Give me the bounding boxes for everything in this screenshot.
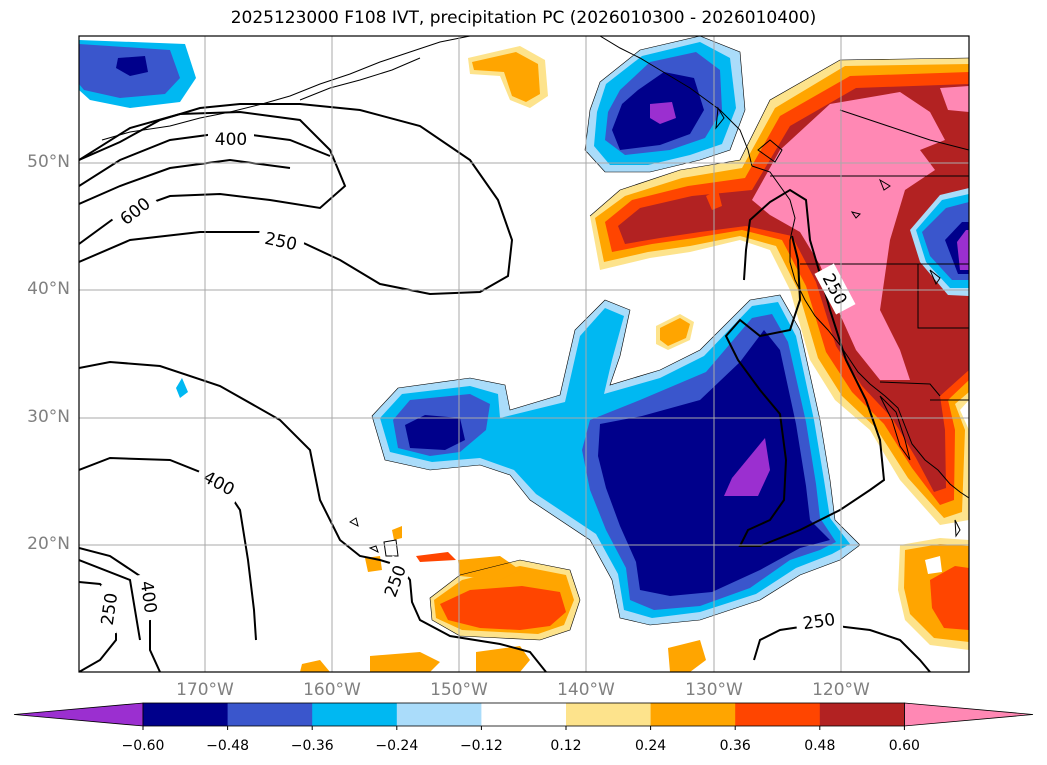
colorbar-tick-label: −0.60 [121, 738, 165, 754]
lon-label-120w: 120°W [812, 680, 870, 700]
colorbar-tick-label: −0.48 [206, 738, 250, 754]
chart-title: 2025123000 F108 IVT, precipitation PC (2… [230, 8, 817, 28]
colorbar-tick-label: 0.36 [719, 738, 751, 754]
colorbar-tick-label: 0.60 [888, 738, 920, 754]
colorbar-tick-label: 0.48 [804, 738, 836, 754]
colorbar-tick-label: −0.24 [375, 738, 419, 754]
contour-label: 250 [802, 610, 837, 634]
lon-label-160w: 160°W [303, 680, 361, 700]
coastlines [101, 36, 969, 557]
lon-label-170w: 170°W [176, 680, 234, 700]
lat-label-20n: 20°N [27, 534, 70, 554]
precipitation-fill-layer [79, 36, 969, 672]
lat-label-40n: 40°N [27, 279, 70, 299]
ivt-contours [79, 103, 931, 672]
lon-label-130w: 130°W [685, 680, 743, 700]
colorbar-tick-label: 0.24 [635, 738, 667, 754]
colorbar-tick-label: −0.36 [290, 738, 334, 754]
contour-label: 250 [98, 592, 122, 627]
contour-label: 400 [136, 580, 160, 615]
lat-label-50n: 50°N [27, 152, 70, 172]
colorbar-tick-label: 0.12 [550, 738, 582, 754]
contour-label: 400 [215, 130, 247, 150]
gridlines [79, 36, 969, 672]
lat-label-30n: 30°N [27, 407, 70, 427]
contour-label-bg [94, 128, 856, 636]
lon-label-150w: 150°W [430, 680, 488, 700]
colorbar-tick-label: −0.12 [459, 738, 503, 754]
lon-label-140w: 140°W [557, 680, 615, 700]
map-frame [78, 35, 970, 673]
